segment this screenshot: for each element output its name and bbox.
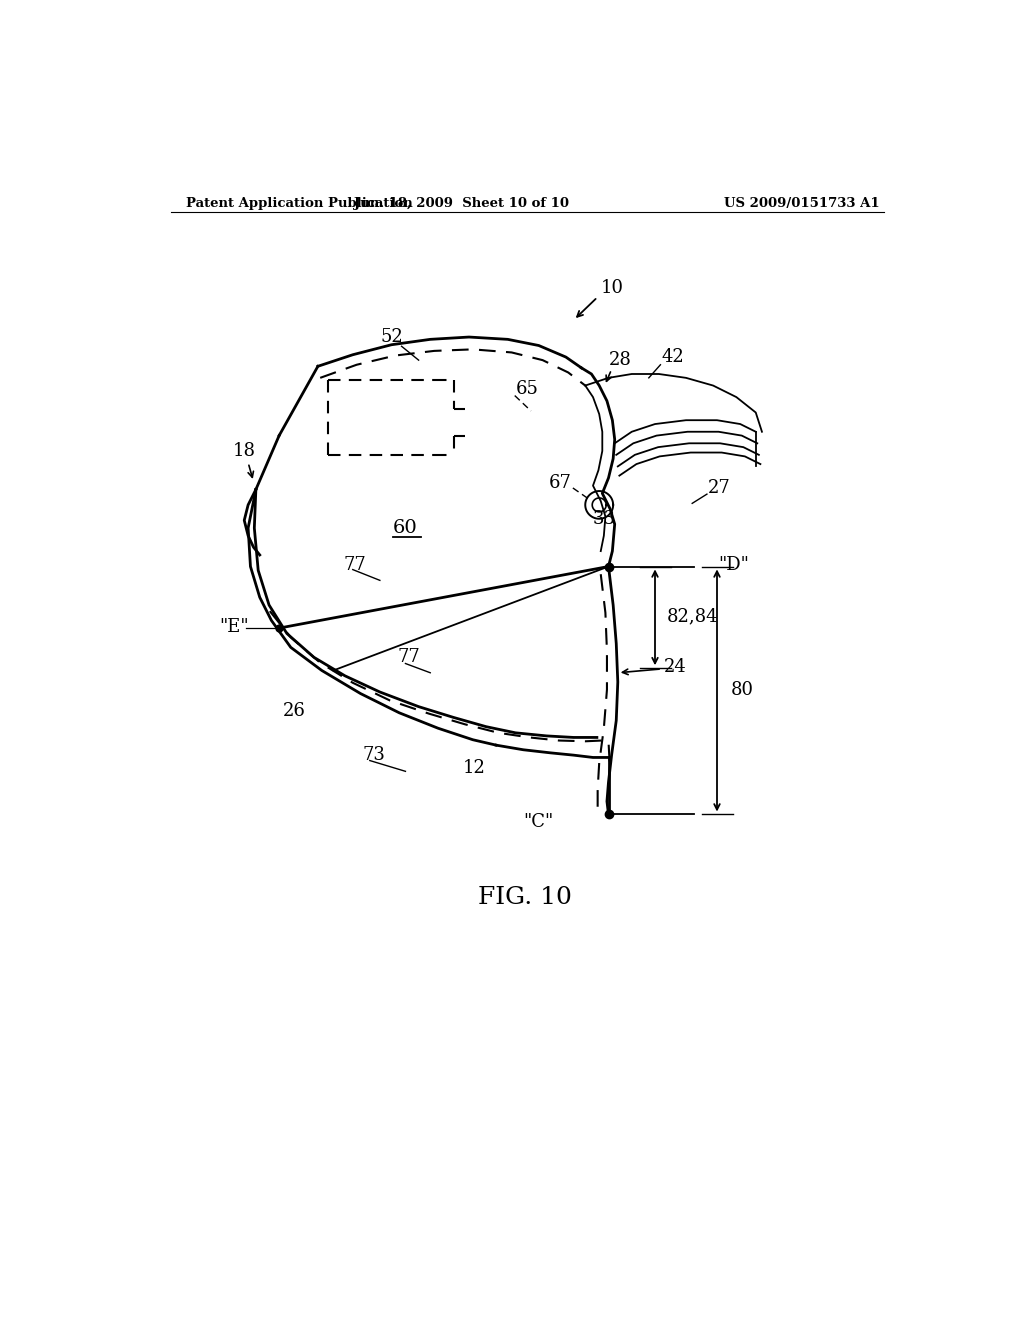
Text: 80: 80 [731,681,754,698]
Text: "C": "C" [523,813,554,832]
Text: 77: 77 [343,556,367,574]
Text: US 2009/0151733 A1: US 2009/0151733 A1 [724,197,880,210]
Text: 77: 77 [397,648,421,667]
Text: "D": "D" [719,556,750,574]
Text: 52: 52 [380,329,402,346]
Text: Jun. 18, 2009  Sheet 10 of 10: Jun. 18, 2009 Sheet 10 of 10 [353,197,568,210]
Text: 18: 18 [232,442,256,459]
Text: 42: 42 [662,348,684,366]
Text: 73: 73 [362,746,385,764]
Text: 27: 27 [708,479,730,496]
Text: "E": "E" [219,618,249,635]
Text: 24: 24 [665,657,687,676]
Text: 33: 33 [593,510,616,528]
Text: 60: 60 [393,519,418,537]
Text: 10: 10 [601,279,624,297]
Text: 12: 12 [463,759,485,777]
Text: 65: 65 [515,380,539,399]
Text: 26: 26 [283,702,306,721]
Text: 82,84: 82,84 [667,607,718,626]
Text: 67: 67 [549,474,571,492]
Text: 28: 28 [608,351,632,370]
Text: FIG. 10: FIG. 10 [478,886,571,909]
Text: Patent Application Publication: Patent Application Publication [186,197,413,210]
